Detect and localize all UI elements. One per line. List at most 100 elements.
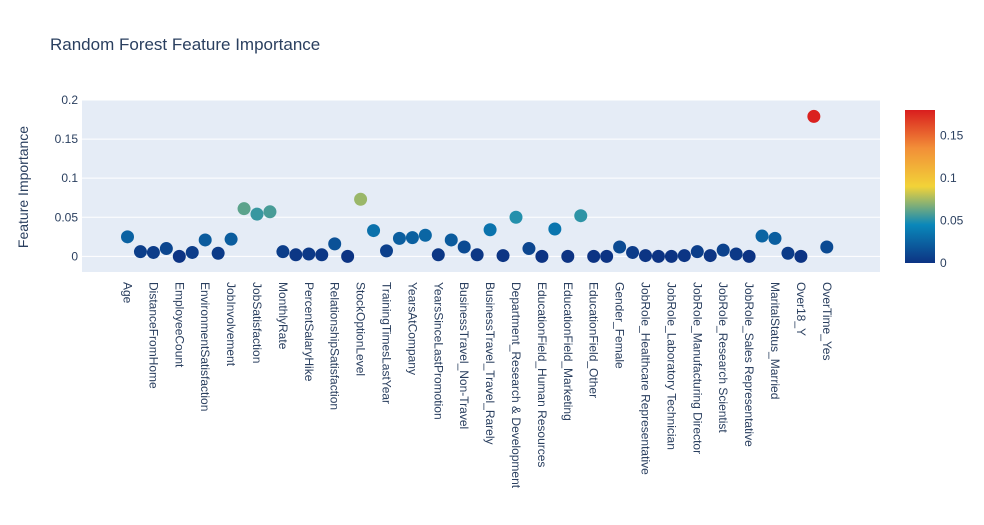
- x-tick-label: Gender_Female: [613, 282, 627, 369]
- x-tick-label: StockOptionLevel: [354, 282, 368, 376]
- data-point: [522, 242, 536, 256]
- y-axis-title: Feature Importance: [15, 126, 31, 248]
- data-point: [418, 228, 432, 242]
- x-tick-label: TrainingTimesLastYear: [380, 282, 394, 404]
- data-point: [470, 248, 484, 262]
- data-point: [302, 247, 316, 261]
- data-point: [315, 248, 329, 262]
- x-tick-label: JobSatisfaction: [250, 282, 264, 363]
- data-point: [457, 240, 471, 254]
- chart-title: Random Forest Feature Importance: [50, 35, 320, 54]
- data-point: [250, 207, 264, 221]
- data-point: [651, 249, 665, 263]
- data-point: [639, 249, 652, 263]
- data-point: [289, 248, 303, 262]
- data-point: [768, 231, 782, 245]
- data-point: [600, 249, 614, 263]
- data-point: [820, 240, 834, 254]
- x-tick-label: JobRole_Research Scientist: [716, 282, 730, 433]
- data-point: [509, 210, 523, 224]
- x-tick-label: BusinessTravel_Travel_Rarely: [483, 282, 497, 445]
- data-point: [535, 249, 549, 263]
- colorbar-tick-label: 0: [940, 256, 947, 270]
- x-tick-label: EducationField_Other: [587, 282, 601, 398]
- data-point: [574, 209, 588, 223]
- data-point: [367, 224, 381, 238]
- x-axis-ticks: Age DistanceFromHome EmployeeCount Environm…: [121, 282, 834, 489]
- x-tick-label: YearsAtCompany: [405, 282, 419, 375]
- x-tick-label: MonthlyRate: [276, 282, 290, 350]
- data-point: [548, 222, 562, 236]
- data-point: [703, 249, 717, 263]
- colorbar-tick-label: 0.15: [940, 129, 964, 143]
- data-point: [587, 249, 601, 263]
- y-tick-label: 0.1: [61, 171, 78, 185]
- data-point: [664, 249, 678, 263]
- data-point: [781, 246, 795, 260]
- data-point: [172, 249, 186, 263]
- x-tick-label: EducationField_Human Resources: [535, 282, 549, 467]
- y-tick-label: 0.15: [55, 132, 79, 146]
- x-tick-label: Department_Research & Development: [509, 282, 523, 489]
- colorbar-tick-label: 0.1: [940, 171, 957, 185]
- data-point: [613, 240, 627, 254]
- data-point: [276, 245, 290, 259]
- x-tick-label: BusinessTravel_Non-Travel: [457, 282, 471, 429]
- data-point: [224, 232, 238, 246]
- data-point: [742, 249, 756, 263]
- data-point: [237, 202, 251, 216]
- y-tick-label: 0.05: [55, 210, 79, 224]
- data-point: [341, 249, 355, 263]
- data-point: [121, 230, 134, 244]
- data-point: [496, 249, 510, 263]
- data-point: [159, 242, 173, 256]
- data-point: [133, 245, 147, 259]
- data-point: [185, 245, 199, 259]
- data-point: [211, 246, 225, 260]
- x-tick-label: JobRole_Manufacturing Director: [690, 282, 704, 454]
- data-point: [444, 233, 458, 247]
- y-tick-label: 0.2: [61, 93, 78, 107]
- y-axis-ticks: 0 0.05 0.1 0.15 0.2: [55, 93, 79, 263]
- colorbar-tick-label: 0.05: [940, 214, 964, 228]
- data-point: [561, 249, 575, 263]
- x-tick-label: YearsSinceLastPromotion: [431, 282, 445, 420]
- x-tick-label: JobInvolvement: [224, 282, 238, 367]
- x-tick-label: PercentSalaryHike: [302, 282, 316, 382]
- x-tick-label: JobRole_Laboratory Technician: [664, 282, 678, 450]
- x-tick-label: DistanceFromHome: [146, 282, 160, 389]
- data-point: [677, 249, 691, 263]
- data-point: [755, 229, 769, 243]
- plot-area: [82, 100, 880, 272]
- x-tick-label: JobRole_Sales Representative: [742, 282, 756, 447]
- data-point: [483, 223, 497, 237]
- x-tick-label: RelationshipSatisfaction: [328, 282, 342, 410]
- data-point: [626, 245, 640, 259]
- data-point: [380, 244, 393, 258]
- x-tick-label: Age: [121, 282, 135, 304]
- data-point: [354, 192, 368, 206]
- data-point: [690, 245, 704, 259]
- x-tick-label: EducationField_Marketing: [561, 282, 575, 421]
- colorbar: [905, 110, 935, 263]
- x-tick-label: EmployeeCount: [172, 282, 186, 368]
- data-point: [263, 205, 277, 219]
- x-tick-label: OverTime_Yes: [820, 282, 834, 360]
- data-points: [121, 109, 834, 263]
- x-tick-label: MaritalStatus_Married: [768, 282, 782, 399]
- data-point: [431, 248, 445, 262]
- data-point: [405, 231, 419, 245]
- data-point: [807, 109, 821, 123]
- colorbar-ticks: 0 0.05 0.1 0.15: [940, 129, 964, 271]
- x-tick-label: EnvironmentSatisfaction: [198, 282, 212, 411]
- y-tick-label: 0: [71, 249, 78, 263]
- data-point: [146, 245, 160, 259]
- data-point: [716, 243, 730, 257]
- x-tick-label: JobRole_Healthcare Representative: [639, 282, 653, 475]
- data-point: [198, 233, 212, 247]
- data-point: [794, 249, 808, 263]
- data-point: [392, 231, 406, 245]
- data-point: [328, 237, 342, 251]
- x-tick-label: Over18_Y: [794, 282, 808, 336]
